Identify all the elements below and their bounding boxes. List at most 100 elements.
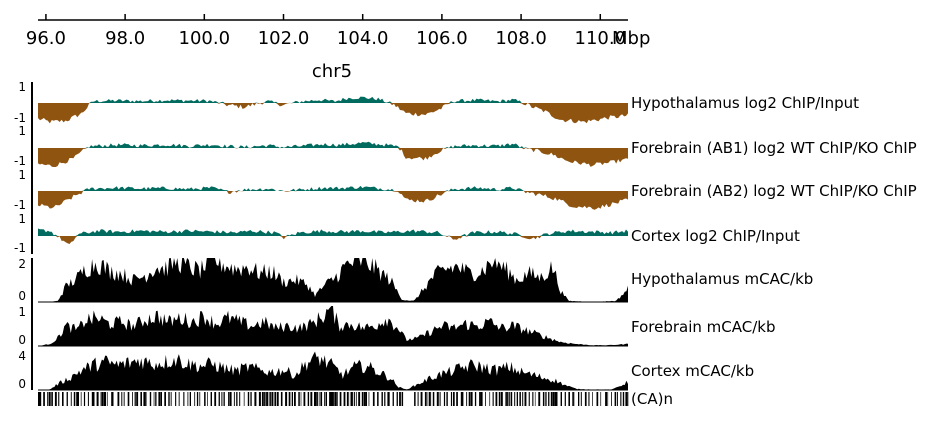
ca-repeat-mark xyxy=(545,392,547,406)
ca-repeat-mark xyxy=(534,392,536,406)
ca-repeat-mark xyxy=(480,392,483,406)
ca-repeat-mark xyxy=(462,392,464,406)
ca-repeat-mark xyxy=(568,392,570,406)
axis-tick-label: 98.0 xyxy=(105,28,145,49)
ca-repeat-mark xyxy=(274,392,277,406)
y-axis-max-label: 1 xyxy=(18,124,26,138)
y-axis-min-label: -1 xyxy=(14,154,26,168)
ca-repeat-mark xyxy=(100,392,102,406)
ca-repeat-mark xyxy=(339,392,342,406)
ca-repeat-mark xyxy=(112,392,114,406)
log2-negative-area xyxy=(38,148,628,167)
ca-repeat-mark xyxy=(149,392,152,406)
ca-repeat-mark xyxy=(307,392,310,406)
ca-repeat-mark xyxy=(498,392,501,406)
mcac-area xyxy=(38,258,628,302)
track-name-label: Cortex mCAC/kb xyxy=(631,362,754,380)
y-axis-min-label: -1 xyxy=(14,198,26,212)
ca-repeat-mark xyxy=(168,392,170,406)
ca-repeat-mark xyxy=(607,392,609,406)
ca-repeat-mark xyxy=(258,392,261,406)
ca-repeat-mark xyxy=(396,392,398,406)
track-name-label: Cortex log2 ChIP/Input xyxy=(631,227,800,245)
axis-tick-label: 102.0 xyxy=(258,28,310,49)
ca-repeat-mark xyxy=(267,392,269,406)
ca-repeat-mark xyxy=(236,392,238,406)
ca-repeat-mark xyxy=(443,392,446,406)
ca-repeat-mark xyxy=(254,392,257,406)
ca-repeat-mark xyxy=(505,392,507,406)
ca-repeat-mark xyxy=(48,392,51,406)
ca-repeat-mark xyxy=(300,392,302,406)
ca-repeat-mark xyxy=(280,392,283,406)
ca-repeat-mark xyxy=(436,392,439,406)
ca-repeat-mark xyxy=(384,392,386,406)
ca-repeat-mark xyxy=(453,392,455,406)
ca-repeat-mark xyxy=(314,392,316,406)
ca-repeat-mark xyxy=(294,392,296,406)
ca-repeat-mark xyxy=(178,392,180,406)
ca-repeat-mark xyxy=(145,392,147,406)
ca-repeat-mark xyxy=(514,392,516,406)
ca-repeat-mark xyxy=(266,392,268,406)
ca-repeat-mark xyxy=(243,392,245,406)
ca-repeat-mark xyxy=(446,392,448,406)
track-name-label: Forebrain mCAC/kb xyxy=(631,318,775,336)
axis-tick-label: 104.0 xyxy=(337,28,389,49)
ca-repeat-mark xyxy=(210,392,212,406)
ca-repeat-mark xyxy=(276,392,279,406)
axis-tick-label: 108.0 xyxy=(495,28,547,49)
ca-repeat-mark xyxy=(560,392,562,406)
ca-repeat-mark xyxy=(134,392,136,406)
ca-repeat-mark xyxy=(303,392,306,406)
ca-repeat-mark xyxy=(264,392,266,406)
axis-tick-label: 100.0 xyxy=(179,28,231,49)
ca-repeat-mark xyxy=(187,392,189,406)
ca-repeat-mark xyxy=(389,392,390,406)
ca-repeat-mark xyxy=(47,392,49,406)
ca-repeat-mark xyxy=(310,392,313,406)
log2-track: 1 -1 Cortex log2 ChIP/Input xyxy=(14,212,800,255)
ca-repeat-mark xyxy=(80,392,82,406)
ca-repeat-mark xyxy=(432,392,435,406)
ca-repeat-mark xyxy=(368,392,370,406)
ca-repeat-mark xyxy=(320,392,323,406)
ca-repeat-mark xyxy=(417,392,419,406)
mcac-track: 1 0 Forebrain mCAC/kb xyxy=(18,305,775,347)
ca-repeat-mark xyxy=(329,392,331,406)
ca-repeat-mark xyxy=(332,392,334,406)
ca-repeat-mark xyxy=(620,392,622,406)
ca-repeat-mark xyxy=(105,392,106,406)
ca-repeat-mark xyxy=(489,392,491,406)
ca-repeat-mark xyxy=(189,392,191,406)
ca-repeat-mark xyxy=(285,392,288,406)
ca-repeat-mark xyxy=(580,392,582,406)
ca-repeat-mark xyxy=(348,392,350,406)
ca-repeat-mark xyxy=(516,392,518,406)
ca-repeat-mark xyxy=(58,392,60,406)
ca-repeat-mark xyxy=(324,392,326,406)
ca-repeat-mark xyxy=(336,392,338,406)
ca-repeat-mark xyxy=(622,392,625,406)
ca-repeat-mark xyxy=(500,392,503,406)
ca-repeat-mark xyxy=(479,392,481,406)
ca-repeat-mark xyxy=(352,392,354,406)
ca-repeat-mark xyxy=(54,392,57,406)
ca-repeat-mark xyxy=(456,392,458,406)
ca-repeat-mark xyxy=(519,392,521,406)
ca-repeat-mark xyxy=(62,392,64,406)
ca-repeat-mark xyxy=(91,392,94,406)
ca-repeat-mark xyxy=(492,392,494,406)
ca-repeat-mark xyxy=(588,392,590,406)
track-name-label: Hypothalamus mCAC/kb xyxy=(631,270,813,288)
ca-repeat-mark xyxy=(87,392,89,406)
ca-repeat-mark xyxy=(228,392,230,406)
ca-repeat-mark xyxy=(468,392,471,406)
ca-repeat-mark xyxy=(117,392,120,406)
log2-track: 1 -1 Forebrain (AB2) log2 WT ChIP/KO ChIP xyxy=(14,168,917,212)
ca-repeat-mark xyxy=(123,392,125,406)
ca-repeat-mark xyxy=(233,392,235,406)
ca-repeat-mark xyxy=(261,392,264,406)
y-axis-max-label: 1 xyxy=(18,168,26,182)
